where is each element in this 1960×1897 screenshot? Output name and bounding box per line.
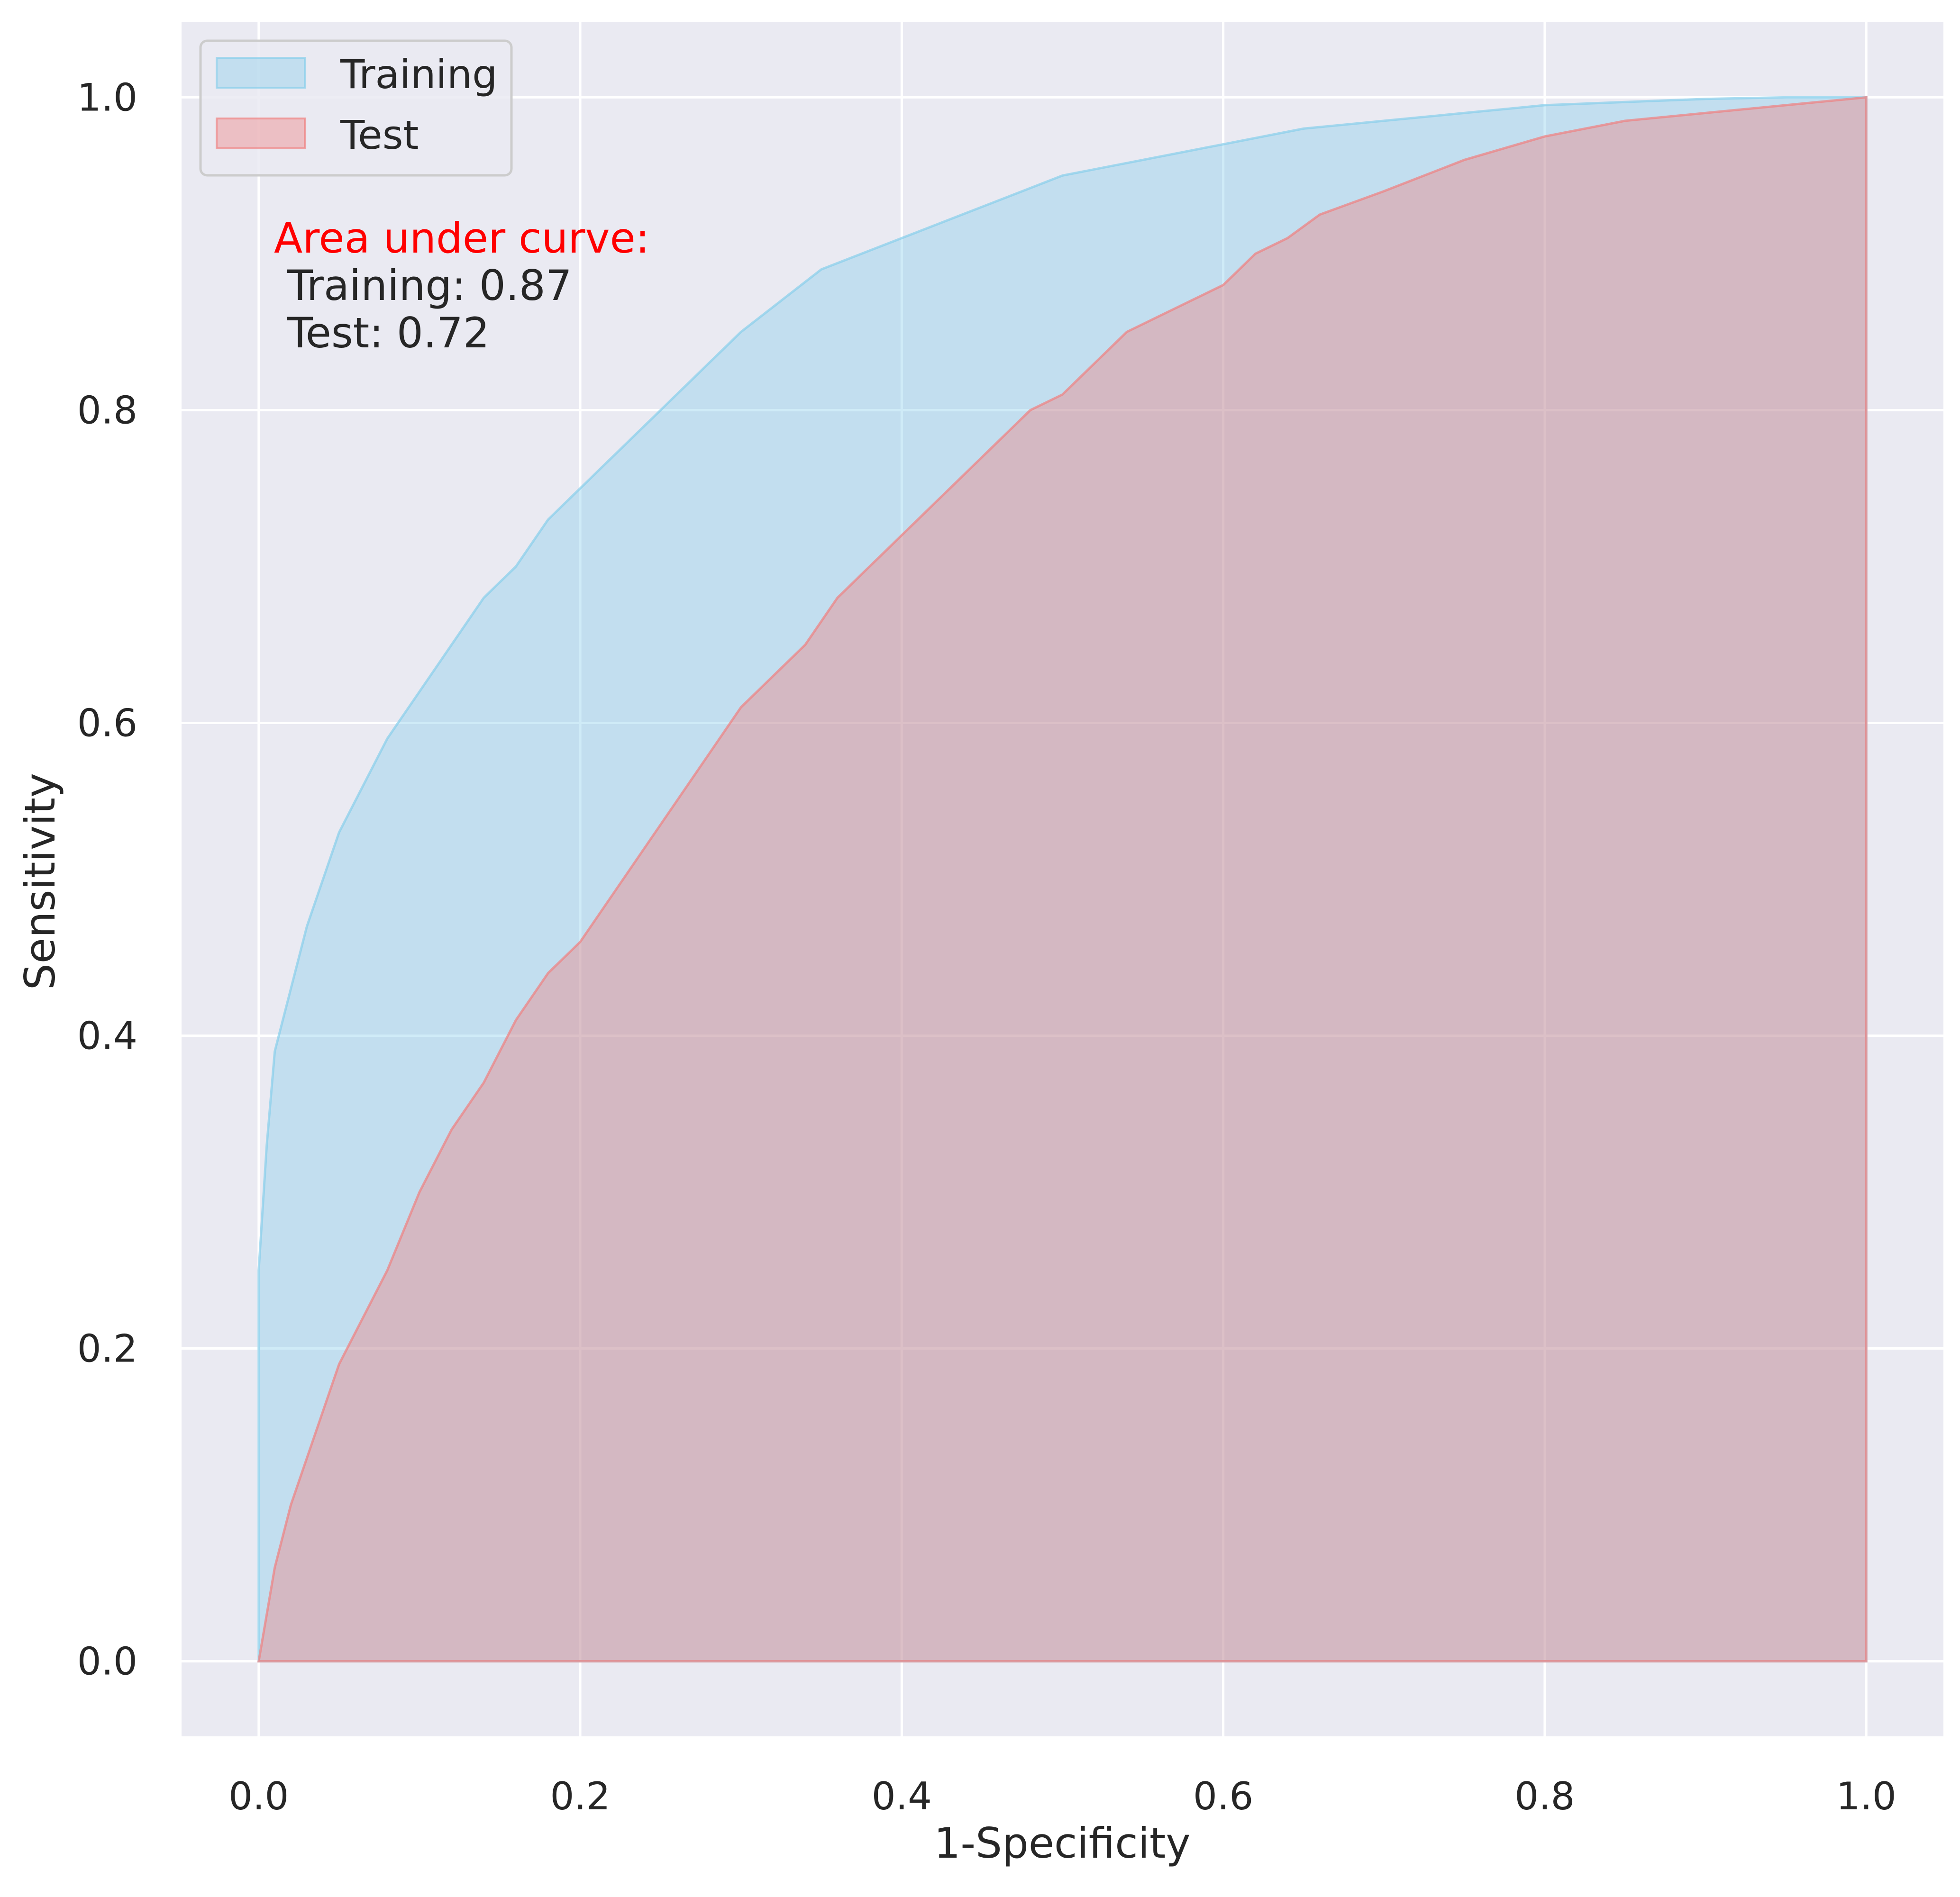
auc-test: Test: 0.72 (274, 309, 490, 357)
legend-frame (199, 39, 513, 177)
grid-lines (182, 22, 1943, 1736)
x-tick-label: 1.0 (1836, 1774, 1896, 1818)
y-tick-labels: 0.0 0.2 0.4 0.6 0.8 1.0 (77, 75, 137, 1683)
x-tick-label: 0.2 (550, 1774, 610, 1818)
y-tick-label: 0.8 (77, 388, 137, 432)
y-tick-label: 0.4 (77, 1014, 137, 1058)
x-tick-label: 0.4 (872, 1774, 932, 1818)
y-tick-label: 0.0 (77, 1640, 137, 1684)
x-axis-label: 1-Specificity (934, 1819, 1190, 1868)
auc-annotation: Area under curve: Training: 0.87 Test: 0… (274, 214, 649, 357)
legend-label-training: Training (340, 51, 497, 98)
legend-swatch-test (216, 118, 306, 149)
legend-swatch-training (216, 57, 306, 89)
x-tick-label: 0.8 (1514, 1774, 1575, 1818)
plot-background (182, 22, 1943, 1736)
x-tick-labels: 0.0 0.2 0.4 0.6 0.8 1.0 (228, 1774, 1896, 1818)
y-axis-label: Sensitivity (16, 773, 64, 990)
roc-area-test (257, 96, 1868, 1663)
legend-label-test: Test (340, 112, 419, 158)
y-tick-label: 0.2 (77, 1327, 137, 1371)
x-tick-label: 0.6 (1193, 1774, 1253, 1818)
auc-training: Training: 0.87 (274, 261, 572, 310)
roc-area-training (257, 96, 1868, 1663)
legend: Training Test (199, 39, 513, 177)
roc-areas (257, 96, 1868, 1663)
auc-heading: Area under curve: (274, 214, 649, 263)
x-tick-label: 0.0 (228, 1774, 289, 1818)
y-tick-label: 1.0 (77, 75, 137, 119)
y-tick-label: 0.6 (77, 701, 137, 745)
